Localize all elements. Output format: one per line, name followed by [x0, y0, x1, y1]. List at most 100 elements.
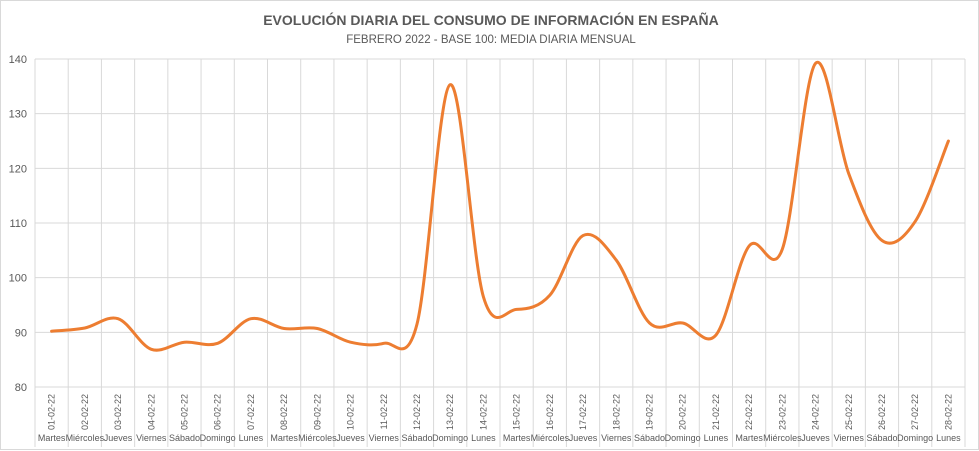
data-point	[250, 317, 253, 320]
data-point	[183, 341, 186, 344]
data-point	[715, 334, 718, 337]
x-tick-label: 28-02-22	[943, 394, 953, 430]
weekday-label: Lunes	[936, 433, 961, 443]
data-point	[947, 140, 950, 143]
weekday-label: Jueves	[569, 433, 598, 443]
weekday-label: Viernes	[834, 433, 865, 443]
x-tick-label: 08-02-22	[279, 394, 289, 430]
weekday-label: Miércoles	[66, 433, 105, 443]
data-point	[150, 348, 153, 351]
data-point	[582, 234, 585, 237]
weekday-label: Martes	[735, 433, 763, 443]
data-point	[216, 342, 219, 345]
weekday-label: Domingo	[432, 433, 468, 443]
x-tick-label: 01-02-22	[47, 394, 57, 430]
weekday-label: Jueves	[336, 433, 365, 443]
data-point	[382, 342, 385, 345]
gridlines	[34, 58, 966, 447]
weekday-label: Miércoles	[531, 433, 570, 443]
weekday-label: Miércoles	[763, 433, 802, 443]
y-tick-label: 90	[15, 327, 27, 339]
weekday-label: Sábado	[866, 433, 897, 443]
x-tick-label: 19-02-22	[644, 394, 654, 430]
weekday-label: Viernes	[369, 433, 400, 443]
series-line	[50, 60, 950, 352]
data-point	[50, 330, 53, 333]
y-tick-label: 130	[9, 109, 27, 121]
weekday-label: Jueves	[801, 433, 830, 443]
x-tick-label: 09-02-22	[312, 394, 322, 430]
weekday-label: Jueves	[104, 433, 133, 443]
y-tick-label: 140	[9, 54, 27, 66]
weekday-label: Lunes	[239, 433, 264, 443]
x-tick-label: 11-02-22	[379, 394, 389, 429]
weekday-label: Viernes	[601, 433, 632, 443]
data-point	[748, 245, 751, 248]
weekday-label: Domingo	[665, 433, 701, 443]
x-tick-label: 05-02-22	[179, 394, 189, 430]
data-point	[881, 239, 884, 242]
y-tick-label: 110	[9, 218, 27, 230]
x-tick-label: 20-02-22	[678, 394, 688, 430]
data-point	[548, 294, 551, 297]
weekday-label: Martes	[270, 433, 298, 443]
x-tick-label: 12-02-22	[412, 394, 422, 430]
y-tick-label: 120	[9, 163, 27, 175]
x-tick-label: 18-02-22	[611, 394, 621, 430]
weekday-label: Lunes	[471, 433, 496, 443]
y-tick-label: 100	[9, 273, 27, 285]
weekday-label: Martes	[503, 433, 531, 443]
x-axis: 01-02-22 Martes 02-02-22 Miércoles 03-02-22 J…	[38, 394, 961, 443]
data-point	[316, 327, 319, 330]
y-axis: 80 90 100 110 120 130 140	[9, 54, 27, 394]
x-tick-label: 21-02-22	[711, 394, 721, 430]
data-point	[416, 323, 419, 326]
y-tick-label: 80	[15, 382, 27, 394]
x-tick-label: 04-02-22	[146, 394, 156, 430]
data-point	[83, 327, 86, 330]
data-point	[847, 172, 850, 175]
weekday-label: Lunes	[704, 433, 729, 443]
x-tick-label: 13-02-22	[445, 394, 455, 430]
weekday-label: Viernes	[136, 433, 167, 443]
x-tick-label: 27-02-22	[910, 394, 920, 430]
x-tick-label: 23-02-22	[777, 394, 787, 430]
weekday-label: Miércoles	[298, 433, 337, 443]
data-point	[117, 317, 120, 320]
data-point	[283, 327, 286, 330]
weekday-label: Sábado	[169, 433, 200, 443]
data-point	[781, 248, 784, 251]
x-tick-label: 02-02-22	[80, 394, 90, 430]
x-tick-label: 03-02-22	[113, 394, 123, 430]
data-point	[814, 62, 817, 65]
x-tick-label: 10-02-22	[346, 394, 356, 430]
series-layer	[50, 60, 950, 352]
x-tick-label: 24-02-22	[811, 394, 821, 430]
x-tick-label: 26-02-22	[877, 394, 887, 430]
x-tick-label: 22-02-22	[744, 394, 754, 430]
x-tick-label: 06-02-22	[213, 394, 223, 430]
data-point	[515, 308, 518, 311]
weekday-label: Domingo	[200, 433, 236, 443]
data-point	[914, 220, 917, 223]
x-tick-label: 14-02-22	[478, 394, 488, 430]
x-tick-label: 16-02-22	[545, 394, 555, 430]
chart-subtitle: FEBRERO 2022 - BASE 100: MEDIA DIARIA ME…	[346, 34, 636, 46]
x-tick-label: 17-02-22	[578, 394, 588, 430]
weekday-label: Sábado	[634, 433, 665, 443]
data-point	[648, 322, 651, 325]
data-point	[482, 295, 485, 298]
x-tick-label: 15-02-22	[512, 394, 522, 430]
weekday-label: Domingo	[897, 433, 933, 443]
data-point	[681, 322, 684, 325]
weekday-label: Sábado	[401, 433, 432, 443]
x-tick-label: 25-02-22	[844, 394, 854, 430]
data-point	[615, 259, 618, 262]
data-point	[449, 83, 452, 86]
data-point	[349, 341, 352, 344]
chart-title: EVOLUCIÓN DIARIA DEL CONSUMO DE INFORMAC…	[263, 11, 719, 28]
x-tick-label: 07-02-22	[246, 394, 256, 430]
weekday-label: Martes	[38, 433, 66, 443]
